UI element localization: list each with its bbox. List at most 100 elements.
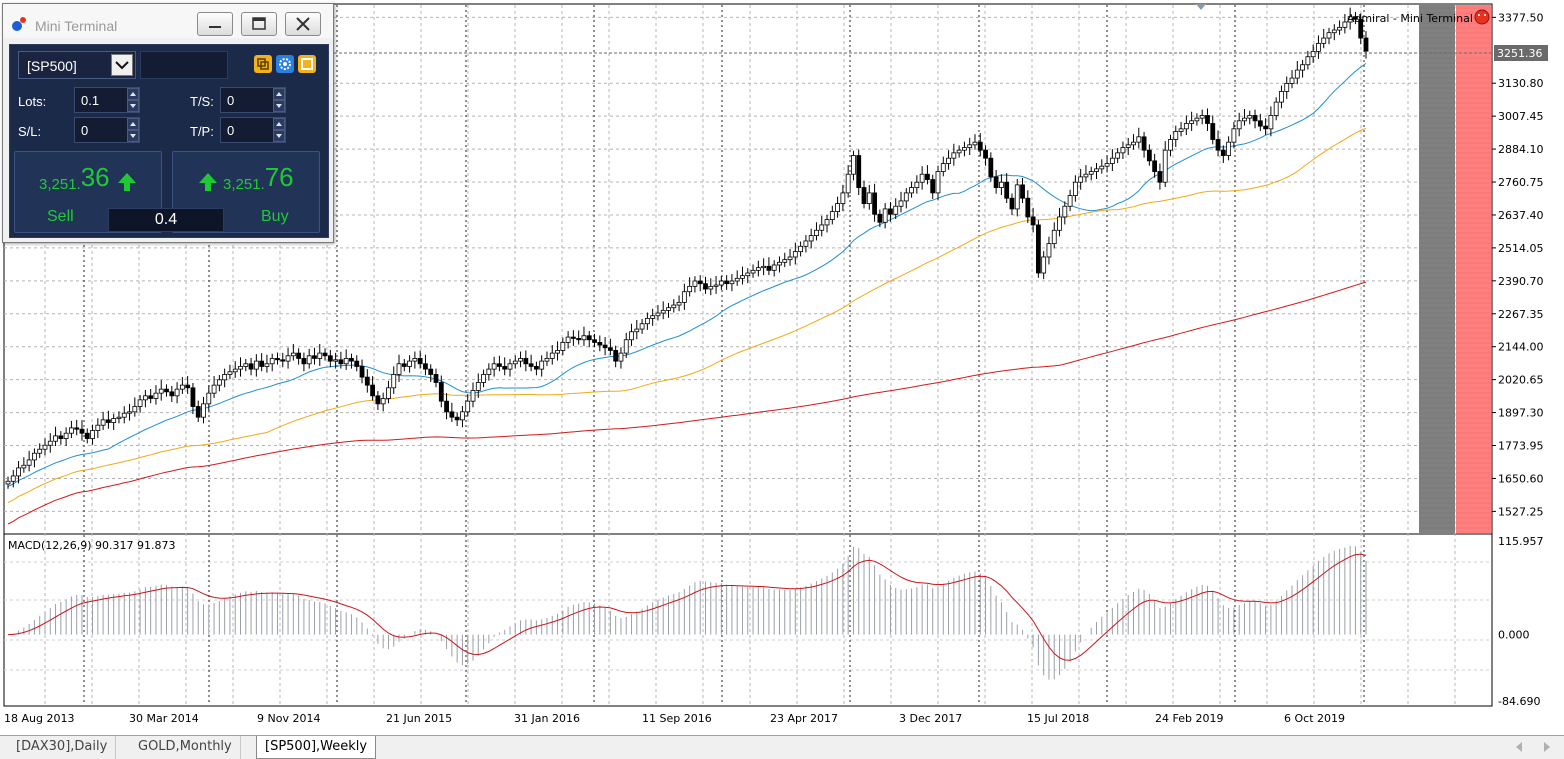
candle-body xyxy=(962,147,967,151)
candle-body xyxy=(1004,181,1010,199)
take-profit-input[interactable]: 0 xyxy=(220,117,286,143)
tab-dax30-daily[interactable]: [DAX30],Daily xyxy=(8,736,117,759)
symbol-select[interactable]: [SP500] xyxy=(18,51,136,79)
candle-body xyxy=(666,307,671,311)
candle-body xyxy=(586,335,592,341)
candle-body xyxy=(1300,64,1305,71)
candle-body xyxy=(1157,171,1163,183)
tab-gold-monthly[interactable]: GOLD,Monthly xyxy=(130,736,241,759)
chart-shift-marker[interactable] xyxy=(1196,4,1206,10)
candle-body xyxy=(148,395,154,399)
candle-body xyxy=(465,400,471,413)
candle-body xyxy=(903,192,909,202)
candle-body xyxy=(158,388,164,394)
candle-body xyxy=(703,283,708,290)
macd-histogram xyxy=(7,545,1367,680)
trailing-stop-input[interactable]: 0 xyxy=(220,87,286,113)
ts-decrease-button[interactable] xyxy=(273,100,285,112)
candle-body xyxy=(1326,32,1332,39)
candle-body xyxy=(1342,21,1348,28)
buy-button[interactable]: 3,251. 76 Buy xyxy=(172,151,320,233)
price-tick-label: 1897.30 xyxy=(1498,407,1544,420)
chart-area[interactable]: 3377.50 3130.80 3007.45 2884.10 2760.75 2637.… xyxy=(0,0,1564,735)
time-tick-label: 23 Apr 2017 xyxy=(770,712,838,725)
tp-increase-button[interactable] xyxy=(273,118,285,130)
candle-body xyxy=(951,152,957,159)
candle-body xyxy=(407,360,412,367)
candle-body xyxy=(63,432,69,439)
candle-body xyxy=(750,269,756,274)
copy-icon[interactable] xyxy=(254,55,272,73)
candle-body xyxy=(16,467,21,477)
price-tick-label: 2760.75 xyxy=(1498,176,1544,189)
settings-gear-icon[interactable] xyxy=(276,55,294,73)
time-tick-label: 3 Dec 2017 xyxy=(899,712,962,725)
stop-loss-input[interactable]: 0 xyxy=(74,117,140,143)
arrow-up-icon xyxy=(117,173,136,191)
candle-body xyxy=(565,336,571,343)
close-button[interactable] xyxy=(285,12,321,36)
tab-scroll-right-icon[interactable] xyxy=(1544,742,1550,752)
candle-body xyxy=(195,406,201,418)
chevron-down-icon[interactable] xyxy=(111,54,133,76)
candle-body xyxy=(660,309,666,314)
candle-body xyxy=(1162,149,1168,183)
candle-body xyxy=(401,363,407,367)
buy-price-pips: 76 xyxy=(264,162,294,192)
candle-body xyxy=(872,192,877,215)
candle-body xyxy=(835,203,840,212)
candle-body xyxy=(1215,139,1221,151)
candle-body xyxy=(1072,181,1078,196)
candle-body xyxy=(1046,243,1052,258)
candle-body xyxy=(1173,131,1179,140)
maximize-button[interactable] xyxy=(241,12,277,36)
expand-icon[interactable] xyxy=(298,55,316,73)
candle-body xyxy=(877,213,883,223)
ts-increase-button[interactable] xyxy=(273,88,285,100)
current-price-tag xyxy=(1494,45,1548,61)
lots-increase-button[interactable] xyxy=(127,88,139,100)
axis-labels: 3377.50 3130.80 3007.45 2884.10 2760.75 2637.… xyxy=(4,11,1544,725)
candle-body xyxy=(1321,37,1327,44)
candle-body xyxy=(708,285,714,290)
candle-body xyxy=(1226,141,1232,156)
sell-button[interactable]: 3,251. 36 Sell xyxy=(14,151,162,233)
price-chart[interactable]: 3377.50 3130.80 3007.45 2884.10 2760.75 2637.… xyxy=(0,0,1564,735)
lots-decrease-button[interactable] xyxy=(127,100,139,112)
candle-body xyxy=(1099,165,1105,170)
candle-body xyxy=(1131,141,1136,146)
candle-body xyxy=(53,435,58,442)
candle-body xyxy=(925,173,930,180)
sell-price-major: 3,251. xyxy=(39,176,81,193)
candle-body xyxy=(1009,197,1015,210)
candle-body xyxy=(798,245,804,253)
candle-body xyxy=(898,200,904,207)
candle-body xyxy=(988,157,994,178)
candles xyxy=(5,7,1369,489)
candle-body xyxy=(190,387,196,407)
candle-body xyxy=(1273,101,1279,116)
candle-body xyxy=(449,411,455,418)
time-tick-label: 30 Mar 2014 xyxy=(129,712,199,725)
candle-body xyxy=(428,368,434,375)
tab-scroll-left-icon[interactable] xyxy=(1516,742,1522,752)
minimize-button[interactable] xyxy=(197,12,233,36)
candle-body xyxy=(105,419,111,423)
candle-body xyxy=(238,366,243,370)
candle-body xyxy=(290,352,296,357)
tp-decrease-button[interactable] xyxy=(273,130,285,142)
mini-terminal-titlebar[interactable]: Mini Terminal xyxy=(3,4,333,38)
lots-input[interactable]: 0.1 xyxy=(74,87,140,113)
candle-body xyxy=(185,384,191,389)
sl-increase-button[interactable] xyxy=(127,118,139,130)
minimize-icon xyxy=(209,26,221,28)
lots-value: 0.1 xyxy=(81,93,100,108)
sl-decrease-button[interactable] xyxy=(127,130,139,142)
lot-size-display[interactable]: 0.4 xyxy=(108,208,224,232)
candle-body xyxy=(5,480,11,485)
candle-body xyxy=(882,208,888,223)
candle-body xyxy=(296,352,302,359)
tab-sp500-weekly[interactable]: [SP500],Weekly xyxy=(256,736,377,759)
candle-body xyxy=(497,363,502,367)
candle-body xyxy=(111,418,117,423)
